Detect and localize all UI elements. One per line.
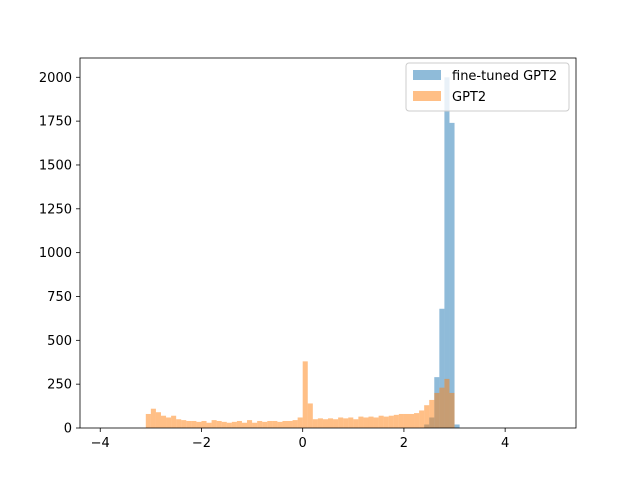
gpt2-bar bbox=[403, 413, 409, 428]
gpt2-bar bbox=[181, 420, 187, 428]
gpt2-bar bbox=[150, 408, 156, 428]
legend-label-fine-tuned-gpt2: fine-tuned GPT2 bbox=[452, 69, 557, 84]
x-tick-label: 4 bbox=[501, 436, 509, 451]
gpt2-bar bbox=[439, 387, 445, 428]
gpt2-bar bbox=[414, 413, 420, 428]
gpt2-bar bbox=[312, 419, 318, 428]
gpt2-bar bbox=[419, 410, 425, 428]
gpt2-bar bbox=[257, 420, 263, 428]
gpt2-bar bbox=[434, 392, 440, 428]
gpt2-bar bbox=[378, 415, 384, 428]
gpt2-bar bbox=[191, 420, 197, 428]
gpt2-bar bbox=[166, 417, 172, 428]
legend-swatch-fine-tuned-gpt2 bbox=[413, 70, 441, 80]
x-tick-label: −2 bbox=[192, 436, 211, 451]
fine-tuned-gpt2-bar bbox=[444, 77, 450, 429]
gpt2-bar bbox=[155, 412, 161, 428]
gpt2-bar bbox=[145, 413, 151, 428]
gpt2-bar bbox=[186, 420, 192, 428]
gpt2-bar bbox=[216, 420, 222, 428]
x-tick-label: −4 bbox=[91, 436, 110, 451]
gpt2-bar bbox=[449, 392, 455, 428]
gpt2-bar bbox=[358, 416, 364, 428]
y-tick-label: 1250 bbox=[39, 202, 72, 217]
x-tick-label: 2 bbox=[400, 436, 408, 451]
gpt2-bar bbox=[292, 420, 298, 428]
gpt2-bar bbox=[338, 417, 344, 428]
gpt2-bar bbox=[272, 420, 278, 428]
gpt2-bar bbox=[302, 361, 308, 428]
fine-tuned-gpt2-bar bbox=[454, 424, 460, 428]
gpt2-bar bbox=[287, 420, 293, 428]
legend-box bbox=[405, 62, 570, 112]
gpt2-bar bbox=[388, 415, 394, 428]
gpt2-bar bbox=[353, 419, 359, 428]
legend-label-gpt2: GPT2 bbox=[452, 90, 486, 105]
plot-area-frame bbox=[79, 57, 577, 429]
gpt2-bar bbox=[282, 420, 288, 428]
gpt2-bar bbox=[317, 418, 323, 428]
gpt2-bar bbox=[231, 421, 237, 428]
gpt2-bar bbox=[368, 416, 374, 428]
x-axis: −4 −2 0 2 4 bbox=[91, 428, 509, 451]
gpt2-bar bbox=[221, 421, 227, 428]
y-tick-label: 1000 bbox=[39, 246, 72, 261]
gpt2-bar bbox=[160, 415, 167, 428]
gpt2-bar bbox=[408, 413, 415, 428]
gpt2-bar bbox=[236, 420, 242, 428]
y-axis: 0 250 500 750 1000 1250 1500 1750 2000 bbox=[39, 71, 80, 437]
gpt2-bar bbox=[241, 422, 248, 428]
legend: fine-tuned GPT2 GPT2 bbox=[405, 62, 570, 112]
gpt2-bar bbox=[393, 414, 399, 428]
gpt2-bar bbox=[297, 417, 303, 428]
y-tick-label: 0 bbox=[64, 422, 72, 437]
gpt2-bar bbox=[206, 422, 212, 428]
gpt2-bar bbox=[343, 418, 349, 428]
gpt2-bar bbox=[171, 415, 177, 428]
gpt2-bar bbox=[328, 418, 334, 428]
gpt2-bar bbox=[196, 421, 202, 428]
gpt2-bar bbox=[247, 420, 253, 428]
gpt2-bar bbox=[429, 399, 435, 428]
gpt2-bar bbox=[322, 419, 328, 428]
gpt2-bars bbox=[145, 361, 455, 428]
y-tick-label: 500 bbox=[47, 334, 72, 349]
gpt2-bar bbox=[201, 420, 207, 428]
gpt2-bar bbox=[267, 420, 273, 428]
gpt2-bar bbox=[176, 419, 182, 428]
gpt2-bar bbox=[363, 417, 369, 428]
gpt2-bar bbox=[226, 422, 232, 428]
y-tick-label: 2000 bbox=[39, 71, 72, 86]
fine-tuned-gpt2-bar bbox=[439, 308, 445, 428]
gpt2-bar bbox=[383, 416, 389, 428]
x-tick-label: 0 bbox=[299, 436, 307, 451]
gpt2-bar bbox=[398, 413, 404, 428]
gpt2-bar bbox=[307, 403, 313, 428]
fine-tuned-gpt2-bar bbox=[449, 122, 455, 428]
gpt2-bar bbox=[333, 419, 339, 428]
gpt2-bar bbox=[373, 417, 379, 428]
gpt2-bar bbox=[424, 405, 430, 428]
gpt2-bar bbox=[252, 422, 258, 428]
legend-swatch-gpt2 bbox=[413, 91, 441, 101]
y-tick-label: 250 bbox=[47, 378, 72, 393]
gpt2-bar bbox=[348, 417, 354, 428]
y-tick-label: 1500 bbox=[39, 158, 72, 173]
gpt2-bar bbox=[277, 421, 283, 428]
gpt2-bar bbox=[444, 378, 450, 428]
gpt2-bar bbox=[211, 420, 217, 428]
y-tick-label: 750 bbox=[47, 290, 72, 305]
gpt2-bar bbox=[262, 421, 268, 428]
y-tick-label: 1750 bbox=[39, 115, 72, 130]
